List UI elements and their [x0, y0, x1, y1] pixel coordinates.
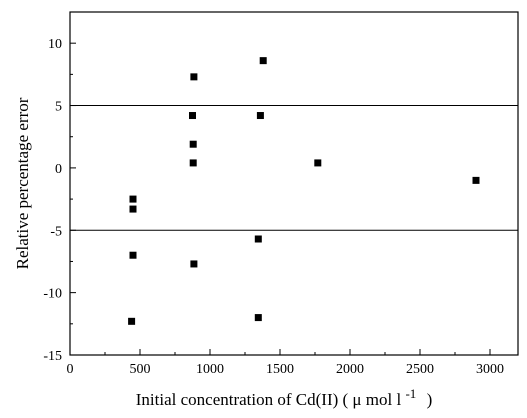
data-point-9	[259, 57, 267, 65]
tick-labels: 0 500 1000 1500 2000 2500 3000 -15 -10 -5 0 5 10	[43, 37, 504, 377]
data-points	[128, 57, 480, 325]
data-point-7	[189, 159, 197, 167]
y-tick-label: -5	[50, 224, 62, 239]
x-tick-label: 1500	[266, 362, 294, 377]
x-tick-label: 0	[67, 362, 74, 377]
y-tick-label: 10	[48, 37, 62, 52]
x-tick-label: 500	[130, 362, 151, 377]
x-axis-label-main: Initial concentration of Cd(II) ( μ mol …	[136, 390, 402, 409]
x-axis-label: Initial concentration of Cd(II) ( μ mol …	[136, 383, 432, 409]
data-point-2	[129, 251, 137, 259]
y-tick-label: 0	[55, 162, 62, 177]
data-point-0	[129, 195, 137, 203]
data-point-4	[190, 73, 198, 81]
data-point-5	[189, 112, 196, 120]
data-point-6	[189, 140, 197, 148]
x-tick-label: 2500	[406, 362, 434, 377]
data-point-3	[128, 317, 136, 325]
reference-lines	[70, 105, 518, 231]
y-tick-label: -10	[43, 287, 62, 302]
x-tick-label: 1000	[196, 362, 224, 377]
data-point-10	[256, 112, 264, 120]
y-tick-label: -15	[43, 349, 62, 364]
plot-area-frame	[69, 11, 519, 356]
x-axis-label-suffix: )	[427, 390, 433, 409]
x-tick-label: 2000	[336, 362, 364, 377]
data-point-8	[190, 260, 198, 268]
data-point-11	[254, 235, 262, 243]
data-point-12	[254, 314, 262, 322]
data-point-14	[472, 176, 480, 184]
y-axis-label: Relative percentage error	[13, 97, 32, 269]
x-tick-label: 3000	[476, 362, 504, 377]
y-tick-label: 5	[55, 100, 62, 115]
x-axis-label-superscript: -1	[405, 386, 416, 401]
data-point-1	[129, 205, 137, 213]
data-point-13	[314, 159, 322, 167]
